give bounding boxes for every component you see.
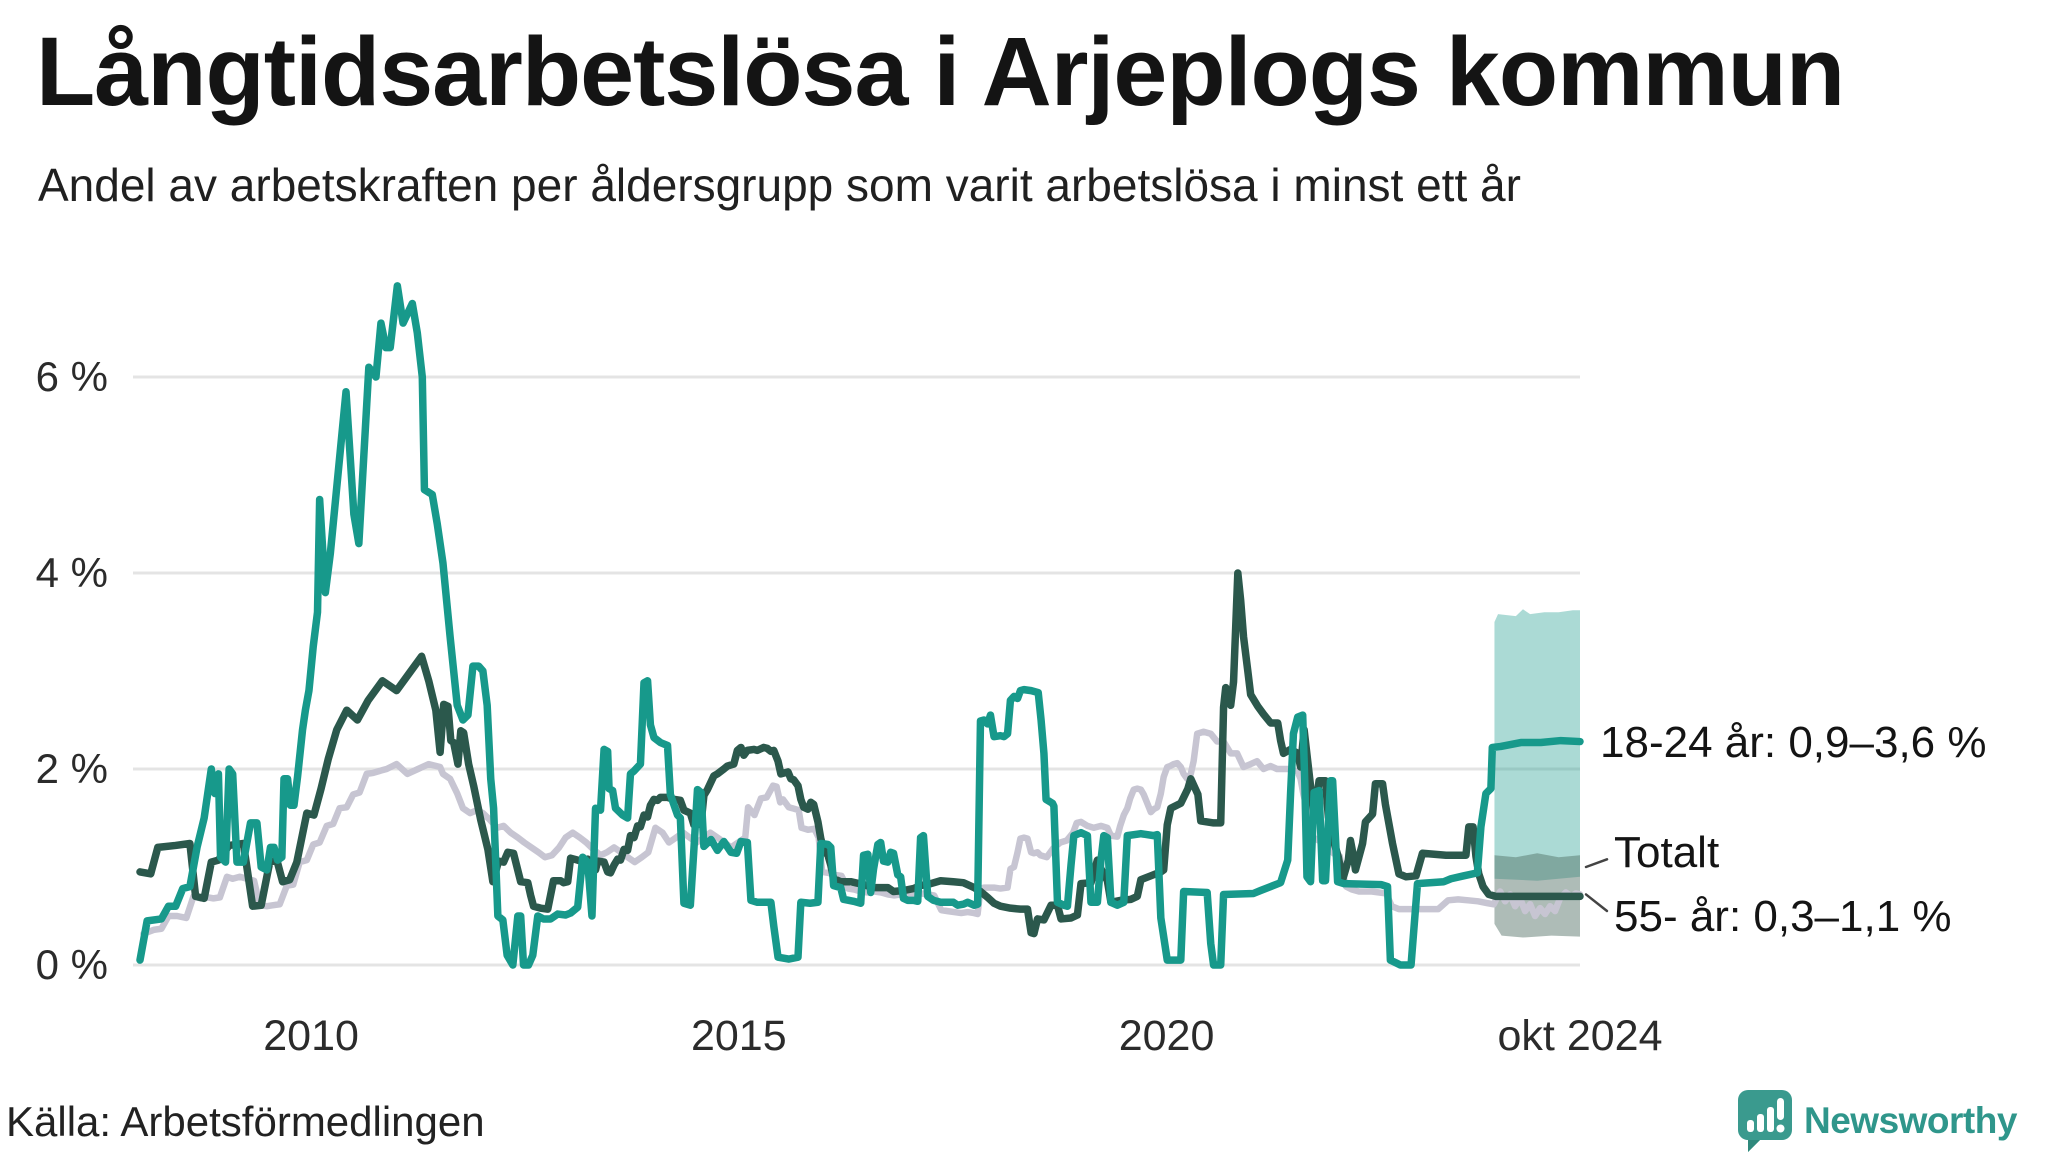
source-note: Källa: Arbetsförmedlingen	[6, 1098, 485, 1145]
chart-title: Långtidsarbetslösa i Arjeplogs kommun	[36, 17, 1845, 126]
leader-line	[1584, 858, 1609, 869]
y-axis-label: 6 %	[35, 353, 108, 400]
y-axis-label: 2 %	[35, 745, 108, 792]
annotation-totalt: Totalt	[1614, 828, 1720, 878]
newsworthy-wordmark: Newsworthy	[1804, 1100, 2017, 1141]
leader-line	[1584, 893, 1609, 913]
x-axis-label: okt 2024	[1497, 1012, 1663, 1060]
x-axis-label: 2010	[263, 1012, 359, 1060]
series-line-totalt	[136, 569, 1584, 938]
x-axis-label: 2020	[1118, 1012, 1215, 1060]
newsworthy-icon	[1738, 1090, 1792, 1152]
annotation-18-24-range: 18-24 år: 0,9–3,6 %	[1600, 717, 1987, 767]
x-axis-label: 2015	[690, 1012, 787, 1060]
chart-subtitle: Andel av arbetskraften per åldersgrupp s…	[38, 159, 1521, 211]
y-axis-label: 4 %	[35, 549, 108, 596]
y-axis-label: 0 %	[35, 941, 108, 988]
series-line-18-24-r	[136, 282, 1584, 969]
annotation-55-range: 55- år: 0,3–1,1 %	[1614, 891, 1952, 941]
newsworthy-logo: Newsworthy	[1738, 1090, 2017, 1152]
